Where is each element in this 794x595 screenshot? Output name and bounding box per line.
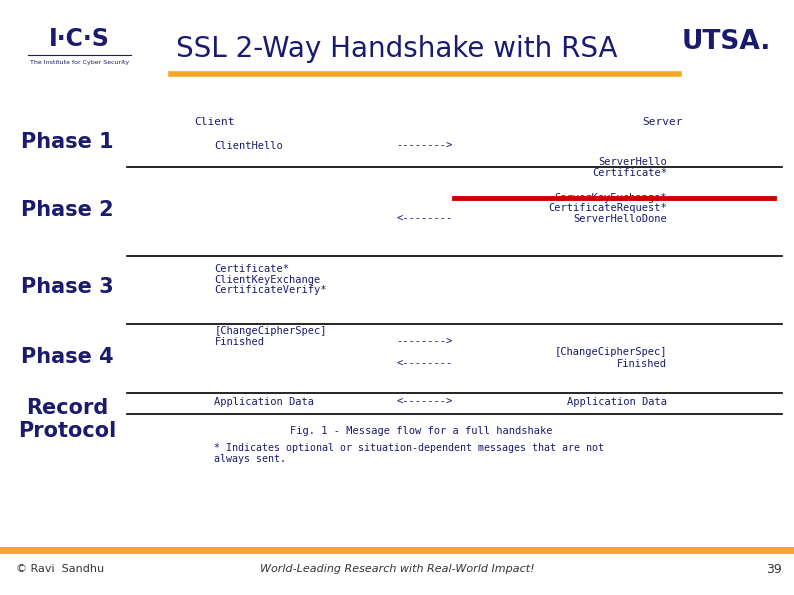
Text: -------->: --------> xyxy=(397,337,453,346)
Text: Certificate*: Certificate* xyxy=(592,168,667,177)
Text: <--------: <-------- xyxy=(397,214,453,224)
Text: -------->: --------> xyxy=(397,141,453,151)
Text: [ChangeCipherSpec]: [ChangeCipherSpec] xyxy=(554,347,667,357)
Text: Fig. 1 - Message flow for a full handshake: Fig. 1 - Message flow for a full handsha… xyxy=(290,426,552,436)
Text: Phase 4: Phase 4 xyxy=(21,347,114,367)
Text: 39: 39 xyxy=(766,563,782,576)
Text: Application Data: Application Data xyxy=(567,397,667,406)
Text: Phase 2: Phase 2 xyxy=(21,200,114,220)
Text: Application Data: Application Data xyxy=(214,397,314,406)
Text: Server: Server xyxy=(642,117,684,127)
Text: © Ravi  Sandhu: © Ravi Sandhu xyxy=(16,565,104,574)
Text: ServerHelloDone: ServerHelloDone xyxy=(573,214,667,224)
Text: <------->: <-------> xyxy=(397,397,453,406)
Text: The Institute for Cyber Security: The Institute for Cyber Security xyxy=(30,60,129,65)
Text: ServerKeyExchange*: ServerKeyExchange* xyxy=(554,193,667,202)
Text: SSL 2-Way Handshake with RSA: SSL 2-Way Handshake with RSA xyxy=(176,35,618,63)
Text: ClientHello: ClientHello xyxy=(214,141,283,151)
Text: Finished: Finished xyxy=(617,359,667,369)
Text: * Indicates optional or situation-dependent messages that are not
always sent.: * Indicates optional or situation-depend… xyxy=(214,443,604,464)
Text: World-Leading Research with Real-World Impact!: World-Leading Research with Real-World I… xyxy=(260,565,534,574)
Text: Certificate*: Certificate* xyxy=(214,264,289,274)
Text: CertificateRequest*: CertificateRequest* xyxy=(548,203,667,213)
Text: Phase 1: Phase 1 xyxy=(21,131,114,152)
Text: ClientKeyExchange: ClientKeyExchange xyxy=(214,275,321,284)
Text: ServerHello: ServerHello xyxy=(598,157,667,167)
Text: [ChangeCipherSpec]: [ChangeCipherSpec] xyxy=(214,326,327,336)
Text: I·C·S: I·C·S xyxy=(49,27,110,51)
Text: Record
Protocol: Record Protocol xyxy=(18,398,117,441)
Text: Finished: Finished xyxy=(214,337,264,346)
Text: <--------: <-------- xyxy=(397,359,453,369)
Text: Phase 3: Phase 3 xyxy=(21,277,114,297)
Text: UTSA.: UTSA. xyxy=(682,29,771,55)
Text: CertificateVerify*: CertificateVerify* xyxy=(214,286,327,295)
Text: Client: Client xyxy=(194,117,235,127)
